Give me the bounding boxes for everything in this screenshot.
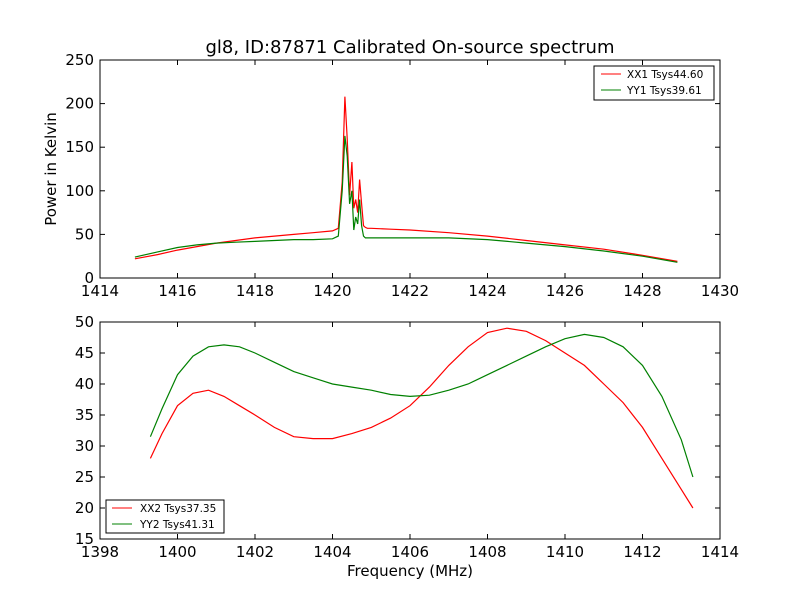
series-line-2	[134, 135, 678, 263]
y-tick-label: 200	[65, 95, 94, 113]
axis-ticks: 1398 1400 1402 1404 1406 1408 1410 1412 1414 15 20…	[75, 313, 739, 561]
x-tick-label: 1424	[468, 282, 506, 300]
y-tick-label: 35	[75, 406, 94, 424]
x-tick-label: 1418	[236, 282, 274, 300]
x-tick-label: 1410	[546, 543, 584, 561]
x-tick-label: 1420	[313, 282, 351, 300]
series-line-2	[149, 333, 694, 478]
x-tick-label: 1414	[701, 543, 739, 561]
axis-ticks: 1414 1416 1418 1420 1422 1424 1426 1428 1430 0 50 1…	[65, 51, 739, 300]
legend: XX1 Tsys44.60 YY1 Tsys39.61	[593, 65, 715, 101]
y-tick-label: 45	[75, 344, 94, 362]
x-tick-label: 1416	[158, 282, 196, 300]
x-tick-label: 1414	[81, 282, 119, 300]
legend-label-xx2: XX2 Tsys37.35	[140, 503, 216, 515]
y-tick-label: 50	[75, 313, 94, 331]
legend-label-yy1: YY1 Tsys39.61	[626, 85, 702, 97]
x-tick-label: 1402	[236, 543, 274, 561]
x-tick-label: 1408	[468, 543, 506, 561]
x-tick-label: 1428	[623, 282, 661, 300]
top-spectrum-plot: gl8, ID:87871 Calibrated On-source spect…	[42, 37, 739, 300]
y-axis-label: Power in Kelvin	[42, 112, 60, 226]
y-tick-label: 100	[65, 182, 94, 200]
x-tick-label: 1398	[81, 543, 119, 561]
chart-title: gl8, ID:87871 Calibrated On-source spect…	[205, 37, 614, 58]
series-line-1	[149, 327, 694, 509]
y-tick-label: 40	[75, 375, 94, 393]
y-tick-label: 25	[75, 468, 94, 486]
series-lines	[149, 327, 694, 509]
x-tick-label: 1422	[391, 282, 429, 300]
series-line-1	[134, 96, 678, 262]
y-tick-label: 30	[75, 437, 94, 455]
y-tick-label: 150	[65, 138, 94, 156]
series-lines	[134, 96, 678, 263]
x-tick-label: 1412	[623, 543, 661, 561]
bottom-spectrum-plot: 1398 1400 1402 1404 1406 1408 1410 1412 1414 15 20…	[75, 313, 739, 580]
legend-box	[593, 65, 715, 101]
x-tick-label: 1400	[158, 543, 196, 561]
x-tick-label: 1406	[391, 543, 429, 561]
y-tick-label: 15	[75, 530, 94, 548]
y-tick-label: 50	[75, 225, 94, 243]
x-tick-label: 1426	[546, 282, 584, 300]
legend: XX2 Tsys37.35 YY2 Tsys41.31	[105, 499, 225, 534]
legend-box	[105, 499, 225, 534]
x-axis-label: Frequency (MHz)	[347, 562, 473, 580]
y-tick-label: 0	[84, 269, 94, 287]
x-tick-label: 1430	[701, 282, 739, 300]
y-tick-label: 250	[65, 51, 94, 69]
x-tick-label: 1404	[313, 543, 351, 561]
y-tick-label: 20	[75, 499, 94, 517]
legend-label-xx1: XX1 Tsys44.60	[627, 69, 703, 81]
legend-label-yy2: YY2 Tsys41.31	[139, 519, 215, 531]
